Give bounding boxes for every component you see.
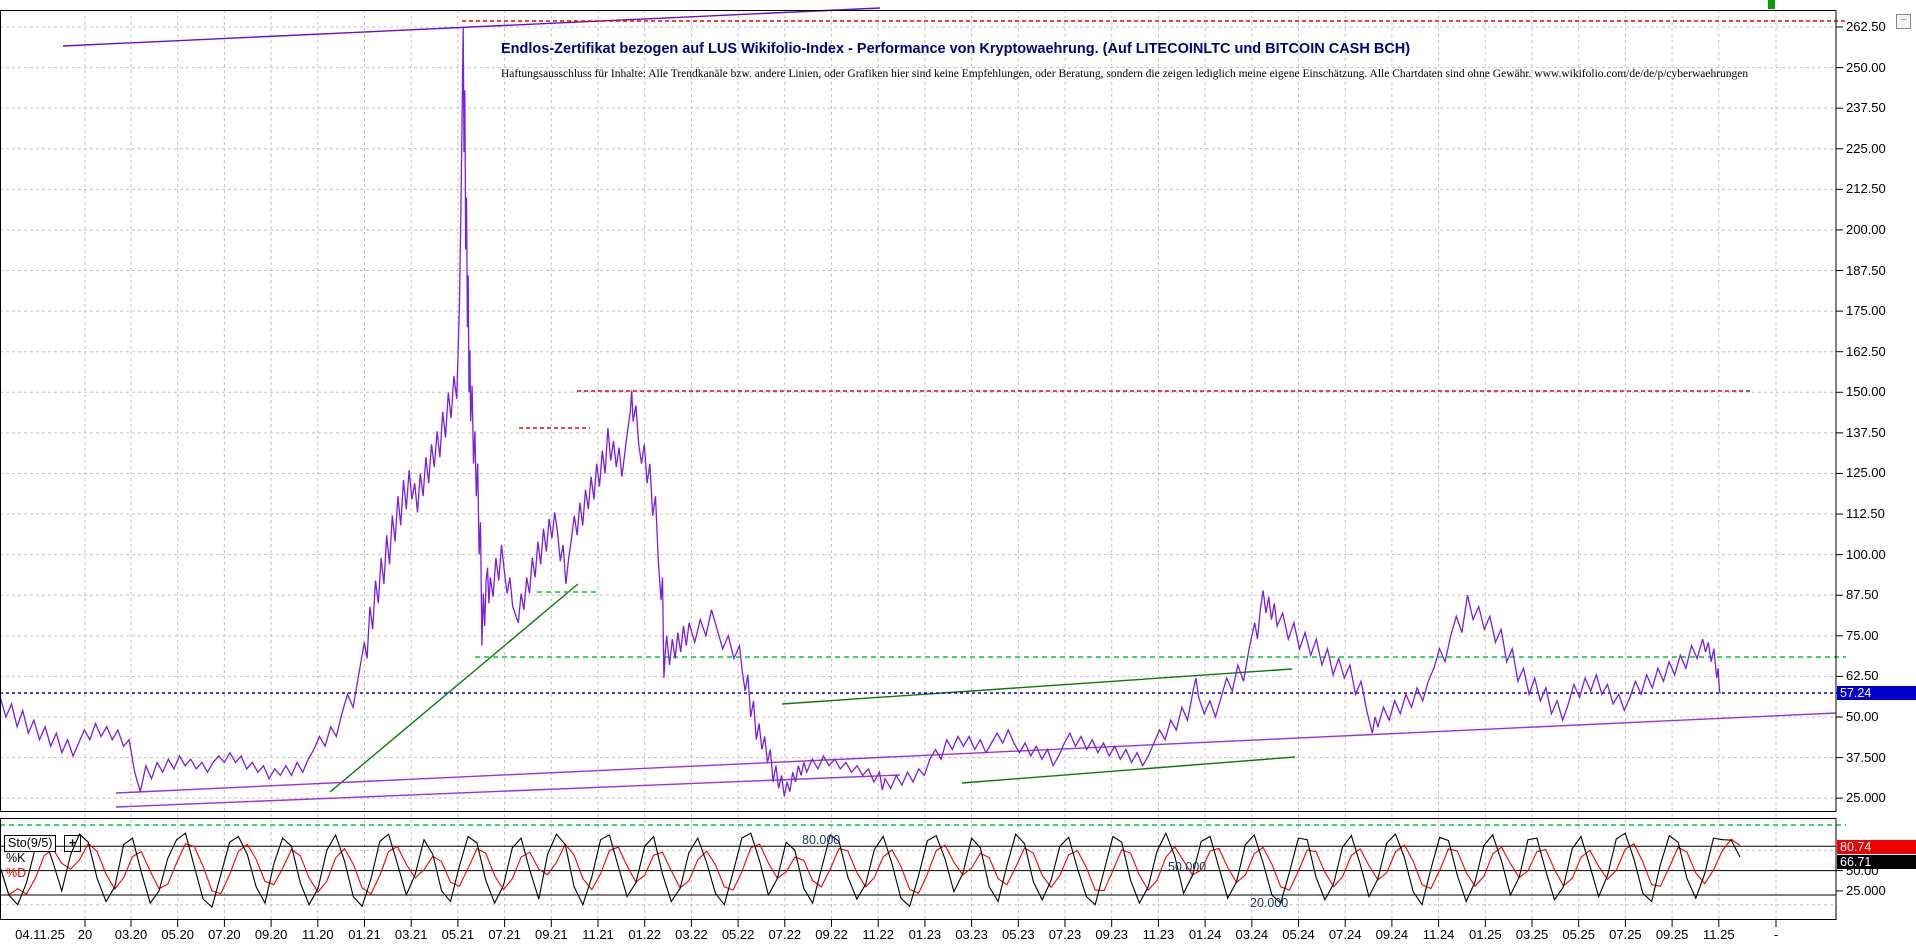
x-tick-label: 09.20 xyxy=(254,927,288,942)
x-tick-label: 11.21 xyxy=(582,927,614,942)
x-tick-label: 11.20 xyxy=(302,927,334,942)
y-tick-label: 87.50 xyxy=(1846,587,1879,603)
y-tick-label: 175.00 xyxy=(1846,303,1886,319)
upper-violet-trendline[interactable] xyxy=(62,7,881,47)
x-tick-label: 05.24 xyxy=(1282,927,1315,942)
x-tick-label: 07.23 xyxy=(1048,927,1082,942)
y-tick-label: 250.00 xyxy=(1846,59,1886,75)
x-tick-label: 03.21 xyxy=(394,927,428,942)
x-tick-label: 03.20 xyxy=(114,927,148,942)
x-tick-label: 03.23 xyxy=(955,927,988,942)
x-tick-label: 09.22 xyxy=(815,927,848,942)
y-tick-label: 150.00 xyxy=(1846,384,1886,400)
stoch-k-label: %K xyxy=(6,851,26,865)
y-tick-label: 112.50 xyxy=(1846,506,1885,522)
y-tick-label: 25.000 xyxy=(1846,882,1886,898)
y-tick-label: 50.00 xyxy=(1846,708,1879,724)
x-tick-label: 07.22 xyxy=(768,927,802,942)
x-tick-label: 05.22 xyxy=(721,927,755,942)
collapse-axis-icon[interactable]: − xyxy=(1896,14,1911,29)
stoch-level-20-label: 20.000 xyxy=(1250,896,1289,910)
x-tick-label: 09.25 xyxy=(1655,927,1689,942)
x-tick-label: 07.21 xyxy=(488,927,521,942)
y-tick-label: 25.000 xyxy=(1846,790,1886,806)
x-tick-label: 05.23 xyxy=(1002,927,1035,942)
y-tick-label: 37.500 xyxy=(1846,749,1886,765)
stoch-d-line xyxy=(0,838,1741,896)
x-tick-label: 04.11.25 xyxy=(15,927,65,942)
x-tick-label: 03.25 xyxy=(1515,927,1549,942)
x-tick-label: 11.22 xyxy=(862,927,894,942)
y-tick-label: 137.50 xyxy=(1846,424,1886,440)
stoch-k-line xyxy=(0,831,1741,909)
chart-title: Endlos-Zertifikat bezogen auf LUS Wikifo… xyxy=(501,41,1411,57)
x-tick-label: 05.21 xyxy=(441,927,475,942)
y-tick-label: 225.00 xyxy=(1846,140,1886,156)
x-tick-label: 09.21 xyxy=(535,927,568,942)
y-tick-label: 162.50 xyxy=(1846,343,1886,359)
x-tick-label: 11.24 xyxy=(1422,927,1455,942)
price-line[interactable] xyxy=(0,27,1722,797)
violet-support-1[interactable] xyxy=(115,712,1837,794)
y-tick-label: 187.50 xyxy=(1846,262,1886,278)
x-tick-label: 07.20 xyxy=(208,927,241,942)
x-tick-label: 01.21 xyxy=(348,927,381,942)
x-tick-label: 03.24 xyxy=(1235,927,1269,942)
y-tick-label: 125.00 xyxy=(1846,465,1886,481)
add-indicator-button[interactable]: + xyxy=(64,835,81,852)
current-price-badge: 57.24 xyxy=(1837,686,1916,700)
y-tick-label: 62.50 xyxy=(1846,668,1879,684)
y-tick-label: 262.50 xyxy=(1846,19,1886,34)
stoch-level-50-label: 50.000 xyxy=(1168,860,1207,874)
x-tick-label: 01.25 xyxy=(1469,927,1502,942)
green-trendline-2021[interactable] xyxy=(329,583,579,793)
x-tick-label: 09.24 xyxy=(1375,927,1409,942)
x-tick-label: 01.23 xyxy=(908,927,942,942)
x-tick-label: 05.20 xyxy=(161,927,194,942)
x-tick-label: 11.23 xyxy=(1142,927,1175,942)
violet-support-2[interactable] xyxy=(115,774,901,808)
green-trendline-2022-2024[interactable] xyxy=(781,668,1293,705)
top-marker-icon xyxy=(1768,0,1775,9)
stochastic-settings-button[interactable]: Sto(9/5) xyxy=(4,835,57,852)
stoch-d-label: %D xyxy=(6,866,27,880)
x-tick-label: 07.24 xyxy=(1328,927,1362,942)
y-tick-label: 100.00 xyxy=(1846,546,1886,562)
stoch-level-80-label: 80.000 xyxy=(802,833,841,847)
x-tick-label: 11.25 xyxy=(1703,927,1735,942)
y-tick-label: 200.00 xyxy=(1846,221,1886,237)
x-tick-label: 01.22 xyxy=(628,927,661,942)
green-trendline-lows[interactable] xyxy=(961,756,1296,784)
stoch-k-badge: 66.71 xyxy=(1837,855,1916,869)
x-tick-label: 09.23 xyxy=(1095,927,1128,942)
y-tick-label: 75.00 xyxy=(1846,627,1879,643)
x-tick-label: - xyxy=(1773,927,1779,942)
x-tick-label: 03.22 xyxy=(675,927,708,942)
stoch-d-badge: 80.74 xyxy=(1837,840,1916,854)
x-tick-label: 07.25 xyxy=(1609,927,1642,942)
chart-disclaimer: Haftungsausschluss für Inhalte: Alle Tre… xyxy=(501,68,1749,80)
x-tick-label: 05.25 xyxy=(1562,927,1595,942)
y-tick-label: 237.50 xyxy=(1846,100,1886,116)
y-tick-label: 212.50 xyxy=(1846,181,1886,197)
x-tick-label: 20 xyxy=(77,927,93,942)
x-tick-label: 01.24 xyxy=(1188,927,1222,942)
